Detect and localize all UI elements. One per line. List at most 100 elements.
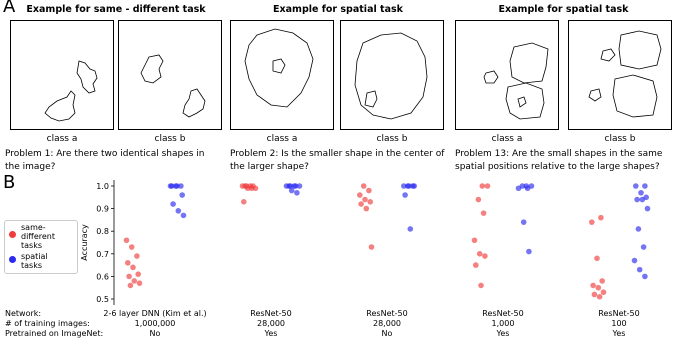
data-point [126, 273, 132, 280]
y-tick-label: 0.5 [96, 295, 109, 304]
legend-marker [9, 256, 16, 263]
example-title: Example for same - different task [26, 4, 206, 15]
example-title: Example for spatial task [273, 4, 403, 15]
data-point [287, 183, 294, 189]
class-label: class b [154, 134, 186, 144]
data-point [642, 183, 648, 189]
x-tick-label: No [382, 329, 393, 338]
data-point [362, 196, 368, 203]
x-tick-label: Yes [612, 329, 626, 338]
data-point [180, 212, 187, 219]
data-point [589, 219, 595, 225]
data-point [524, 185, 531, 192]
data-point [515, 185, 522, 192]
data-point [526, 248, 532, 255]
data-point [642, 273, 648, 280]
y-tick-label: 0.6 [96, 272, 109, 281]
x-tick-label: 1,000 [492, 319, 515, 328]
x-tick-label: 28,000 [257, 319, 285, 328]
class-label: class b [604, 134, 636, 144]
data-point [590, 282, 596, 289]
data-point [125, 260, 131, 266]
data-point [178, 183, 184, 189]
x-tick-label: Yes [264, 329, 278, 338]
data-point [596, 293, 603, 300]
data-point [130, 264, 136, 271]
data-point [476, 251, 483, 257]
x-tick-label: ResNet-50 [250, 309, 291, 318]
data-point [639, 196, 646, 203]
problem-text: Problem 2: Is the smaller shape in the c… [230, 149, 445, 172]
x-tick-label: 1,000,000 [135, 319, 176, 328]
legend: same-different tasks spatial tasks [4, 220, 78, 274]
panel-label: A [3, 0, 16, 17]
data-point [296, 183, 303, 189]
data-point [131, 278, 138, 284]
data-point [600, 289, 607, 296]
data-point [292, 183, 299, 189]
data-point [480, 210, 487, 216]
data-point [175, 208, 182, 214]
stimulus-image [455, 20, 559, 130]
data-point [471, 237, 478, 244]
data-point [599, 278, 605, 284]
data-point [250, 183, 256, 189]
data-point [595, 284, 602, 291]
stimulus-image [568, 20, 672, 130]
x-tick-label: 2-6 layer DNN (Kim et al.) [103, 309, 206, 318]
data-point [402, 192, 408, 198]
y-tick-label: 0.7 [96, 250, 109, 259]
x-tick-label: 100 [611, 319, 626, 328]
problem-text: Problem 13: Are the small shapes in the … [455, 149, 663, 172]
panel-label: B [3, 172, 16, 193]
data-point [484, 183, 491, 189]
data-point [473, 262, 479, 268]
data-point [127, 282, 134, 289]
legend-marker [9, 231, 16, 238]
y-tick-label: 1.0 [96, 182, 109, 191]
data-point [598, 214, 604, 221]
legend-label: same-different tasks [21, 223, 55, 250]
data-point [294, 189, 300, 196]
data-point [634, 196, 640, 203]
data-point [475, 196, 482, 203]
data-point [360, 183, 367, 189]
data-point [638, 189, 644, 196]
row-label: # of training images: [5, 319, 90, 328]
data-point [179, 192, 185, 198]
data-point [411, 183, 418, 189]
data-point [406, 183, 412, 189]
data-point [644, 205, 651, 212]
data-point [136, 280, 143, 286]
x-tick-label: No [150, 329, 161, 338]
class-label: class a [266, 134, 298, 144]
data-point [288, 187, 295, 194]
data-point [636, 266, 643, 273]
y-tick-label: 0.8 [96, 227, 109, 236]
data-point [633, 183, 639, 189]
x-tick-label: ResNet-50 [366, 309, 407, 318]
x-tick-label: ResNet-50 [598, 309, 639, 318]
data-point [594, 255, 600, 262]
data-point [482, 253, 488, 259]
data-point [174, 183, 180, 189]
legend-label: spatial tasks [21, 252, 48, 270]
stimulus-image [10, 20, 114, 130]
row-label: Network: [5, 309, 41, 318]
data-point [135, 271, 141, 277]
x-tick-label: Yes [496, 329, 510, 338]
data-point [479, 183, 486, 189]
data-point [170, 201, 176, 207]
class-label: class a [46, 134, 78, 144]
data-point [239, 183, 246, 189]
data-point [478, 282, 484, 289]
data-point [407, 226, 414, 232]
data-point [169, 183, 175, 189]
data-point [283, 183, 290, 189]
data-point [591, 291, 598, 298]
data-point [367, 199, 374, 205]
stimulus-image [118, 20, 222, 130]
data-point [368, 244, 375, 250]
y-tick-label: 0.9 [96, 205, 109, 214]
